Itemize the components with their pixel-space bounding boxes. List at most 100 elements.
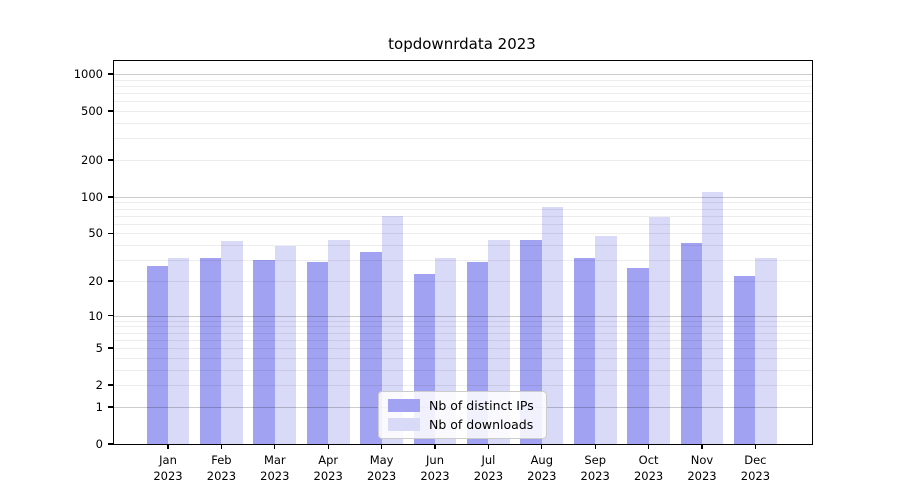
bar-downloads [702,191,724,444]
y-tick-label: 5 [95,341,103,356]
gridline-minor [114,233,812,235]
y-tick-label: 200 [81,153,103,168]
y-tick-mark [108,110,113,112]
y-tick-mark [108,347,113,349]
chart-title: topdownrdata 2023 [388,35,536,53]
x-tick-label: Jul 2023 [473,453,504,483]
gridline-minor [114,357,812,359]
y-tick-label: 50 [88,226,103,241]
y-tick-label: 20 [88,273,103,288]
y-tick-label: 2 [95,378,103,393]
y-tick-mark [108,232,113,235]
y-tick-label: 0 [95,437,103,451]
x-tick-mark [167,444,169,449]
x-tick-label: Jun 2023 [420,453,450,483]
y-tick-mark [108,73,113,75]
gridline-minor [114,79,812,81]
bar-distinct-ips [306,261,329,444]
legend-swatch-downloads [388,418,420,431]
x-tick-label: May 2023 [366,453,397,483]
y-tick-mark [108,443,113,445]
gridline-minor [114,111,812,113]
x-tick-label: Aug 2023 [527,453,557,483]
x-tick-mark [701,444,703,449]
gridline-minor [114,202,812,204]
bar-downloads [648,217,670,444]
legend-item-distinct-ips: Nb of distinct IPs [388,398,534,413]
gridline-minor [114,385,812,387]
y-tick-label: 1000 [73,67,103,82]
x-tick-mark [754,444,757,449]
legend-label-distinct-ips: Nb of distinct IPs [429,398,534,413]
bar-distinct-ips [734,276,756,444]
gridline-minor [114,326,812,328]
gridline-minor [114,369,812,371]
gridline-minor [114,260,812,262]
x-tick-label: Mar 2023 [260,453,290,483]
gridline-minor [114,93,812,95]
gridline-minor [114,138,812,140]
gridline-minor [114,348,812,350]
gridline-minor [114,280,812,282]
bar-distinct-ips [627,267,649,444]
gridline-minor [114,223,812,225]
x-tick-mark [594,444,596,449]
grid-layer [114,61,812,444]
gridline-major [114,315,812,317]
gridline-minor [114,339,812,341]
bar-distinct-ips [360,252,382,444]
bar-downloads [755,258,777,444]
x-tick-mark [487,444,490,449]
bar-downloads [381,215,403,444]
gridline-minor [114,320,812,322]
bar-downloads [168,258,190,444]
y-tick-label: 10 [88,308,103,323]
bar-downloads [328,240,350,444]
gridline-minor [114,245,812,247]
x-tick-label: Sep 2023 [580,453,610,483]
x-tick-label: Apr 2023 [313,453,343,483]
gridline-minor [114,208,812,210]
legend-item-downloads: Nb of downloads [388,417,534,432]
legend-swatch-distinct-ips [388,399,420,412]
legend-label-downloads: Nb of downloads [429,417,534,432]
x-tick-label: Dec 2023 [740,453,771,483]
y-tick-mark [108,406,113,408]
gridline-minor [114,215,812,217]
y-tick-mark [108,314,113,317]
gridline-minor [114,160,812,162]
y-tick-label: 1 [95,399,103,414]
bar-distinct-ips [253,260,275,444]
x-tick-label: Oct 2023 [633,453,664,483]
x-tick-label: Jan 2023 [153,453,183,483]
bar-distinct-ips [573,258,596,444]
gridline-major [114,74,812,76]
x-tick-mark [380,444,383,449]
gridline-minor [114,332,812,334]
bar-downloads [595,235,617,444]
gridline-minor [114,85,812,87]
y-tick-mark [108,196,113,198]
y-tick-mark [108,159,113,161]
gridline-minor [114,101,812,103]
bar-distinct-ips [200,258,222,444]
y-tick-label: 100 [81,189,103,204]
x-tick-mark [647,444,650,449]
x-tick-mark [541,444,543,449]
bar-downloads [221,241,243,444]
gridline-major [114,196,812,198]
x-tick-mark [220,444,223,449]
bar-downloads [274,246,297,444]
x-tick-label: Nov 2023 [687,453,717,483]
tick-layer: 0 1 2 5 10 20 50 100 200 500 1000 Jan 2023 Feb 2023 M… [74,61,812,483]
plot-area: 0 1 2 5 10 20 50 100 200 500 1000 Jan 2023 Feb 2023 M… [74,60,813,483]
x-tick-mark [434,444,436,449]
gridline-minor [114,123,812,125]
bar-distinct-ips [680,242,702,444]
bar-distinct-ips [146,265,168,444]
y-tick-mark [108,280,113,282]
x-tick-mark [327,444,329,449]
bar-downloads [541,206,564,444]
y-tick-label: 500 [81,104,103,119]
